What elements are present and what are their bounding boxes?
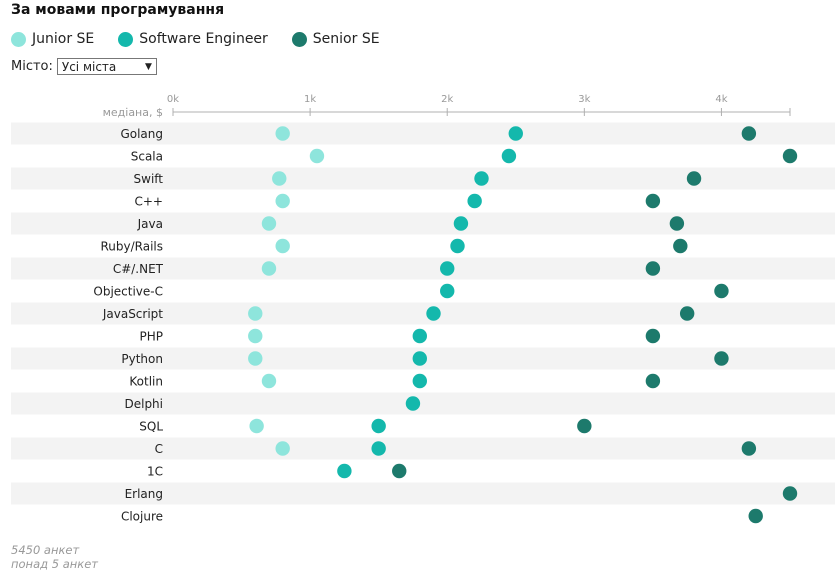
- category-label: C#/.NET: [113, 262, 164, 276]
- category-label: JavaScript: [102, 307, 163, 321]
- row-band: [11, 122, 835, 145]
- software-engineer-point: [440, 261, 455, 276]
- senior-point: [714, 283, 729, 299]
- senior-point: [577, 418, 592, 434]
- category-label: Java: [137, 217, 163, 231]
- senior-point: [673, 238, 688, 254]
- category-label: SQL: [139, 420, 163, 434]
- software-engineer-point: [337, 463, 352, 479]
- software-engineer-point: [508, 126, 523, 141]
- row-band: [11, 212, 835, 235]
- junior-point: [275, 238, 290, 254]
- category-label: 1C: [147, 465, 163, 479]
- senior-point: [741, 126, 757, 141]
- category-label: Kotlin: [129, 375, 163, 389]
- legend-item-software-engineer[interactable]: Software Engineer: [118, 31, 268, 47]
- senior-point: [392, 463, 407, 479]
- legend-dot-senior: [291, 31, 307, 47]
- category-label: Ruby/Rails: [100, 240, 163, 254]
- y-axis-label: медіана, $: [103, 106, 163, 119]
- senior-point: [669, 216, 685, 231]
- legend-dot-software-engineer: [118, 31, 134, 47]
- category-label: Scala: [131, 150, 163, 164]
- city-filter: Місто: Усі міста ▼: [11, 58, 157, 75]
- chart-title: За мовами програмування: [11, 2, 225, 18]
- software-engineer-point: [453, 216, 469, 231]
- row-band: [11, 392, 835, 415]
- junior-point: [261, 261, 277, 276]
- junior-point: [275, 441, 290, 456]
- junior-point: [249, 418, 264, 434]
- legend-label-senior: Senior SE: [312, 31, 380, 47]
- x-tick-label: 3k: [578, 94, 590, 105]
- category-label: Delphi: [124, 397, 163, 411]
- category-label: Objective-C: [93, 285, 163, 299]
- junior-point: [261, 373, 277, 389]
- row-band: [11, 482, 835, 505]
- category-label: Python: [121, 352, 163, 366]
- dot-plot: 0k 1k 2k 3k 4k медіана, $ Golang Scala Swift C++ J…: [11, 94, 835, 524]
- x-tick-label: 1k: [304, 94, 316, 105]
- software-engineer-point: [405, 396, 421, 411]
- software-engineer-point: [450, 238, 465, 254]
- x-tick-label: 0k: [167, 94, 179, 105]
- category-label: Swift: [134, 172, 164, 186]
- junior-point: [309, 148, 325, 164]
- senior-point: [748, 508, 763, 524]
- senior-point: [645, 193, 661, 209]
- senior-point: [741, 441, 757, 456]
- x-tick-label: 2k: [441, 94, 453, 105]
- junior-point: [275, 193, 290, 209]
- senior-point: [714, 351, 729, 366]
- min-responses-note: понад 5 анкет: [11, 557, 98, 571]
- software-engineer-point: [501, 148, 517, 164]
- city-label: Місто:: [11, 59, 53, 74]
- category-label: Golang: [120, 127, 163, 141]
- junior-point: [261, 216, 277, 231]
- junior-point: [248, 328, 263, 344]
- legend-label-junior: Junior SE: [32, 31, 95, 47]
- responses-count: 5450 анкет: [11, 543, 80, 557]
- legend-item-senior[interactable]: Senior SE: [291, 31, 380, 47]
- chevron-down-icon: ▼: [144, 61, 152, 72]
- software-engineer-point: [467, 193, 482, 209]
- software-engineer-point: [371, 441, 386, 456]
- software-engineer-point: [474, 171, 489, 186]
- row-band: [11, 257, 835, 280]
- junior-point: [272, 171, 287, 186]
- city-select[interactable]: Усі міста ▼: [56, 58, 157, 75]
- software-engineer-point: [412, 373, 427, 389]
- footer: 5450 анкет понад 5 анкет: [11, 543, 98, 571]
- senior-point: [645, 261, 661, 276]
- row-band: [11, 167, 835, 190]
- category-label: Erlang: [125, 487, 163, 501]
- legend-item-junior[interactable]: Junior SE: [11, 31, 94, 47]
- senior-point: [686, 171, 702, 186]
- software-engineer-point: [412, 351, 427, 366]
- category-label: PHP: [140, 330, 164, 344]
- legend: Junior SE Software Engineer Senior SE: [11, 30, 404, 48]
- legend-dot-junior: [11, 31, 26, 47]
- category-label: Clojure: [121, 510, 163, 524]
- junior-point: [248, 351, 263, 366]
- software-engineer-point: [371, 418, 386, 434]
- legend-label-software-engineer: Software Engineer: [139, 31, 268, 47]
- senior-point: [782, 148, 798, 164]
- row-band: [11, 437, 835, 460]
- software-engineer-point: [412, 328, 427, 344]
- city-select-value: Усі міста: [61, 59, 117, 74]
- junior-point: [275, 126, 290, 141]
- category-label: C: [155, 442, 163, 456]
- x-tick-label: 4k: [715, 94, 727, 105]
- software-engineer-point: [440, 283, 455, 299]
- software-engineer-point: [426, 306, 441, 321]
- senior-point: [645, 328, 661, 344]
- senior-point: [679, 306, 695, 321]
- senior-point: [645, 373, 661, 389]
- junior-point: [248, 306, 263, 321]
- category-label: C++: [135, 195, 164, 209]
- row-band: [11, 302, 835, 325]
- senior-point: [782, 486, 798, 501]
